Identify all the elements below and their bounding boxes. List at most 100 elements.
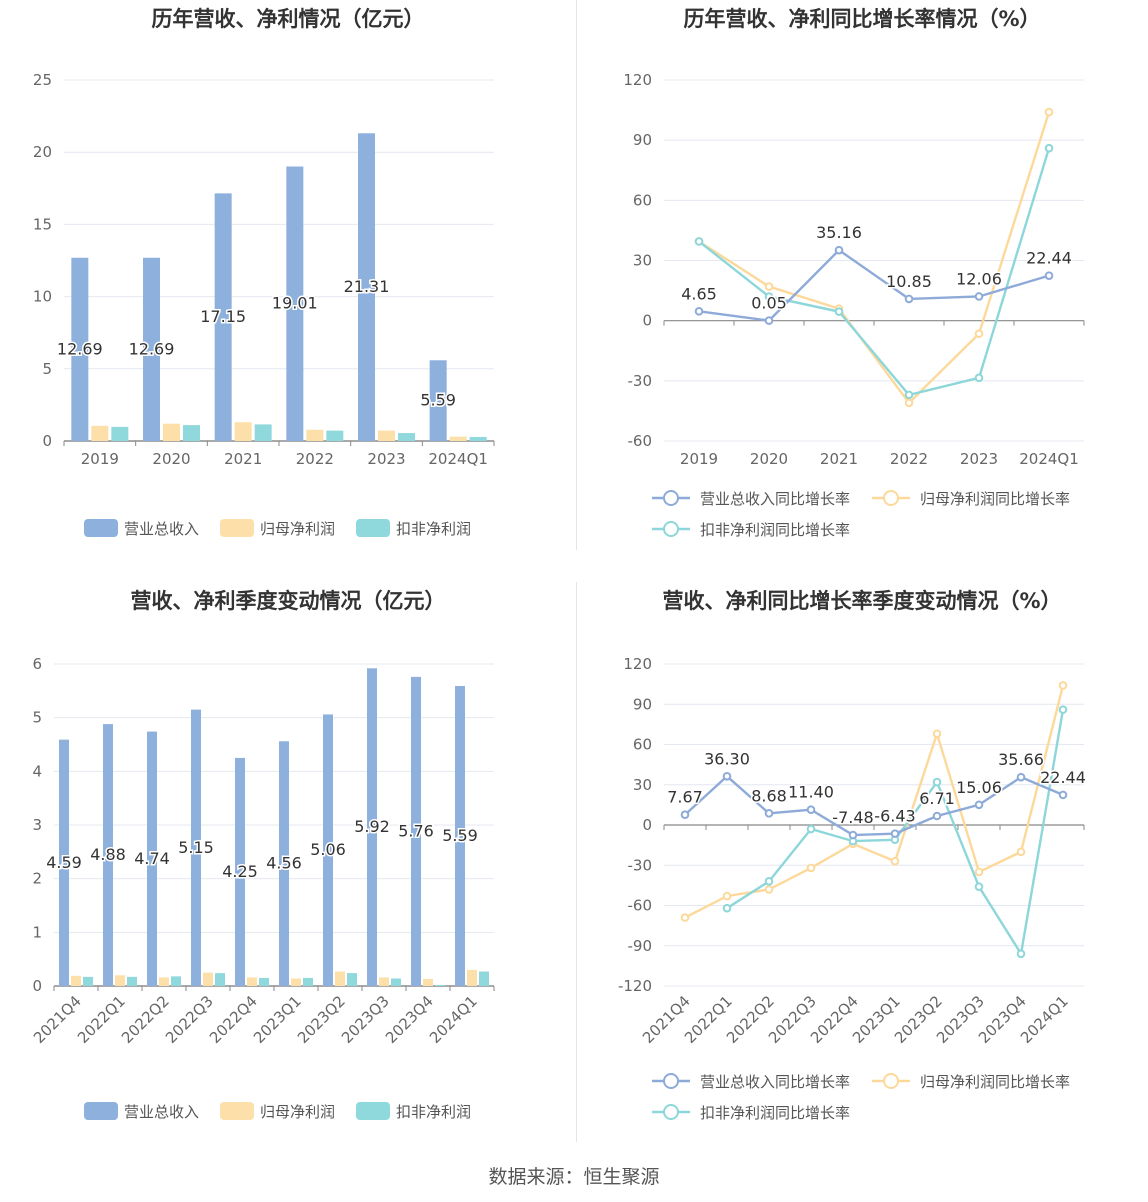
bar bbox=[171, 976, 181, 986]
legend: 营业总收入 归母净利润 扣非净利润 bbox=[84, 519, 471, 538]
data-point bbox=[694, 237, 704, 246]
data-label: 36.30 bbox=[704, 749, 750, 768]
series-2 bbox=[83, 971, 489, 986]
data-label: 0.05 bbox=[751, 294, 787, 313]
legend-marker bbox=[663, 1104, 679, 1120]
bar bbox=[303, 977, 313, 986]
y-tick-label: 0 bbox=[32, 977, 42, 995]
series-line bbox=[698, 248, 1050, 322]
panel-divider-top bbox=[576, 0, 577, 550]
data-label: 5.59 bbox=[420, 391, 456, 410]
chart-title: 营收、净利同比增长率季度变动情况（%） bbox=[662, 589, 1061, 613]
data-point bbox=[834, 307, 844, 316]
bar bbox=[83, 976, 93, 986]
series-0 bbox=[680, 771, 1068, 840]
series-0 bbox=[59, 668, 465, 986]
data-point bbox=[722, 903, 732, 913]
data-point bbox=[722, 771, 732, 781]
bar bbox=[247, 977, 257, 986]
bar bbox=[234, 422, 252, 441]
data-point bbox=[974, 882, 984, 892]
bar bbox=[183, 425, 200, 441]
data-label: 5.06 bbox=[310, 840, 346, 859]
bar bbox=[423, 979, 433, 986]
y-tick-label: 60 bbox=[633, 736, 652, 754]
data-label: 5.15 bbox=[178, 838, 214, 857]
data-point bbox=[932, 729, 942, 739]
data-point bbox=[890, 829, 900, 838]
data-point bbox=[1016, 847, 1026, 857]
bar bbox=[115, 975, 125, 986]
data-point bbox=[974, 292, 984, 301]
legend-label: 归母净利润 bbox=[260, 1103, 335, 1121]
series-1 bbox=[71, 969, 477, 986]
bar bbox=[455, 686, 465, 986]
legend-label: 营业总收入 bbox=[124, 1103, 199, 1121]
bar bbox=[326, 430, 344, 441]
x-tick-label: 2023Q3 bbox=[338, 992, 393, 1047]
y-tick-label: -60 bbox=[628, 897, 653, 915]
legend-label: 营业总收入同比增长率 bbox=[700, 490, 850, 508]
bar bbox=[391, 978, 401, 986]
bar bbox=[215, 973, 225, 986]
bar bbox=[379, 977, 389, 986]
bar bbox=[347, 973, 357, 986]
series-1 bbox=[680, 681, 1068, 922]
chart-annual-growth-rate: 历年营收、净利同比增长率情况（%） -60 -30 0 30 60 90 120 2019 202… bbox=[623, 7, 1085, 539]
data-point bbox=[974, 867, 984, 877]
chart-title: 历年营收、净利同比增长率情况（%） bbox=[683, 7, 1040, 31]
chart-panel-annual-growth: 历年营收、净利同比增长率情况（%） -60 -30 0 30 60 90 120 2019 202… bbox=[576, 0, 1148, 560]
x-tick-label: 2022 bbox=[890, 450, 928, 468]
data-label: 5.59 bbox=[442, 826, 478, 845]
y-tick-label: 1 bbox=[32, 923, 42, 941]
legend: 营业总收入 归母净利润 扣非净利润 bbox=[84, 1102, 471, 1121]
bar bbox=[103, 724, 113, 986]
bar bbox=[91, 425, 109, 441]
x-tick-label: 2023Q1 bbox=[250, 992, 305, 1047]
data-point bbox=[806, 863, 816, 873]
data-point bbox=[806, 805, 816, 815]
series-line bbox=[698, 111, 1051, 405]
data-label: 12.06 bbox=[956, 269, 1002, 288]
data-point bbox=[974, 373, 984, 383]
x-tick-label: 2023 bbox=[960, 450, 998, 468]
bar bbox=[435, 984, 445, 986]
bar bbox=[291, 978, 301, 986]
bar bbox=[467, 969, 477, 986]
legend-label: 扣非净利润 bbox=[396, 1103, 471, 1121]
series-line bbox=[684, 685, 1065, 919]
bar bbox=[286, 166, 304, 441]
legend-swatch bbox=[356, 1102, 390, 1120]
data-point bbox=[890, 856, 900, 866]
data-label: 4.25 bbox=[222, 862, 258, 881]
legend-swatch bbox=[220, 519, 254, 537]
bar bbox=[203, 972, 213, 986]
data-label: 17.15 bbox=[200, 307, 246, 326]
data-label: 10.85 bbox=[886, 272, 932, 291]
legend-marker bbox=[883, 490, 899, 506]
y-tick-label: 0 bbox=[42, 432, 52, 450]
data-label: 21.31 bbox=[344, 277, 390, 296]
y-tick-label: 25 bbox=[33, 71, 52, 89]
series-2 bbox=[722, 705, 1068, 959]
y-tick-label: 4 bbox=[32, 762, 42, 780]
legend-marker bbox=[663, 490, 679, 506]
legend-label: 归母净利润 bbox=[260, 520, 335, 538]
legend-label: 扣非净利润同比增长率 bbox=[700, 1104, 850, 1122]
series-2 bbox=[694, 143, 1054, 400]
data-point bbox=[904, 398, 914, 408]
x-tick-label: 2022Q1 bbox=[74, 992, 129, 1047]
data-point bbox=[1044, 271, 1054, 280]
data-label: 22.44 bbox=[1040, 768, 1086, 787]
series-0 bbox=[694, 245, 1054, 325]
x-tick-label: 2022Q3 bbox=[162, 992, 217, 1047]
x-tick-label: 2019 bbox=[680, 450, 718, 468]
bar bbox=[59, 739, 69, 986]
bar bbox=[335, 971, 345, 986]
data-point bbox=[904, 294, 914, 304]
data-label: 11.40 bbox=[788, 783, 834, 802]
data-point bbox=[1044, 107, 1054, 117]
data-point bbox=[764, 885, 774, 894]
series-line bbox=[684, 774, 1064, 837]
data-label: 4.65 bbox=[681, 284, 717, 303]
